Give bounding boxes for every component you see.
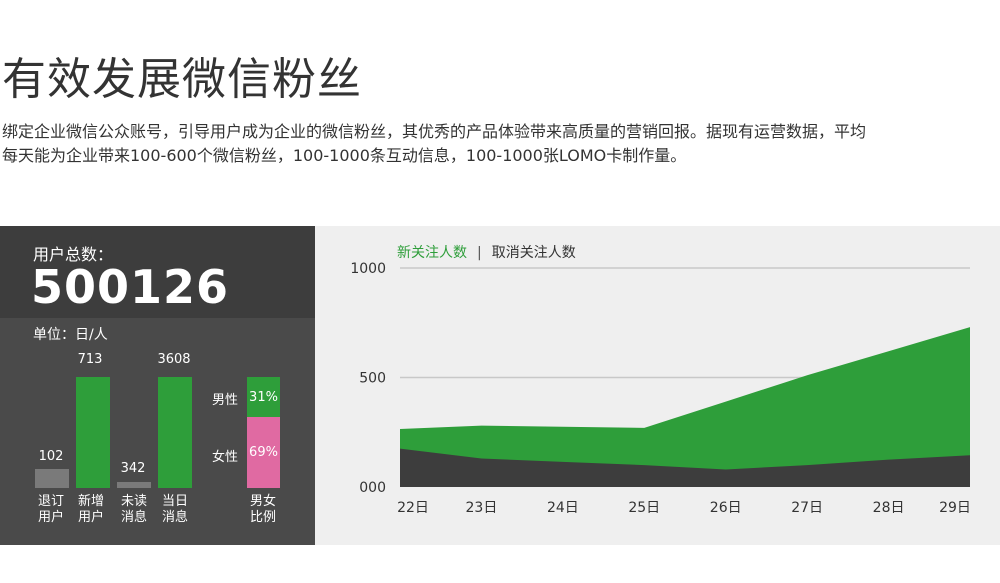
description-line: 绑定企业微信公众账号，引导用户成为企业的微信粉丝，其优秀的产品体验带来高质量的营… (2, 122, 867, 141)
bar-new-users (76, 377, 110, 488)
x-tick-label: 23日 (466, 500, 498, 516)
male-label: 男性 (212, 393, 239, 408)
male-ratio: 31% (247, 377, 280, 417)
x-tick-label: 29日 (939, 500, 971, 516)
female-label: 女性 (212, 450, 239, 465)
bar-value-new-users: 713 (77, 352, 103, 367)
x-tick-label: 26日 (710, 500, 742, 516)
x-tick-label: 25日 (628, 500, 660, 516)
bar-unread (117, 482, 151, 488)
x-tick-label: 24日 (547, 500, 579, 516)
chart-legend: 新关注人数 | 取消关注人数 (397, 242, 576, 262)
total-users-value: 500126 (31, 260, 230, 314)
y-tick-label: 000 (359, 480, 386, 496)
bar-caption-daily-messages: 当日 消息 (161, 494, 188, 525)
page-description: 绑定企业微信公众账号，引导用户成为企业的微信粉丝，其优秀的产品体验带来高质量的营… (2, 120, 1000, 168)
x-tick-label: 28日 (873, 500, 905, 516)
series-area-unfollows (400, 448, 970, 487)
x-tick-label: 22日 (397, 500, 429, 516)
unit-label: 单位：日/人 (33, 327, 108, 343)
bar-daily-messages (158, 377, 192, 488)
female-ratio: 69% (247, 417, 280, 488)
total-users-label: 用户总数： (33, 245, 114, 264)
description-line: 每天能为企业带来100-600个微信粉丝，100-1000条互动信息，100-1… (2, 146, 687, 165)
legend-unfollows[interactable]: 取消关注人数 (491, 245, 576, 261)
y-tick-label: 500 (359, 371, 386, 387)
bar-value-daily-messages: 3608 (157, 352, 191, 367)
bar-caption-unsubscribed: 退订 用户 (37, 494, 64, 525)
bar-value-unread: 342 (120, 461, 146, 476)
legend-separator: | (477, 245, 482, 261)
legend-new-followers[interactable]: 新关注人数 (397, 245, 467, 261)
bar-unsubscribed (35, 469, 69, 488)
bar-caption-new-users: 新增 用户 (77, 494, 104, 525)
y-tick-label: 1000 (350, 261, 386, 277)
bar-value-unsubscribed: 102 (38, 449, 64, 464)
stats-header (0, 226, 315, 318)
gender-ratio-caption: 男女 比例 (249, 494, 276, 525)
bar-caption-unread: 未读 消息 (120, 494, 147, 525)
x-tick-label: 27日 (791, 500, 823, 516)
page-title: 有效发展微信粉丝 (2, 54, 362, 105)
series-area-new-followers (400, 327, 970, 487)
